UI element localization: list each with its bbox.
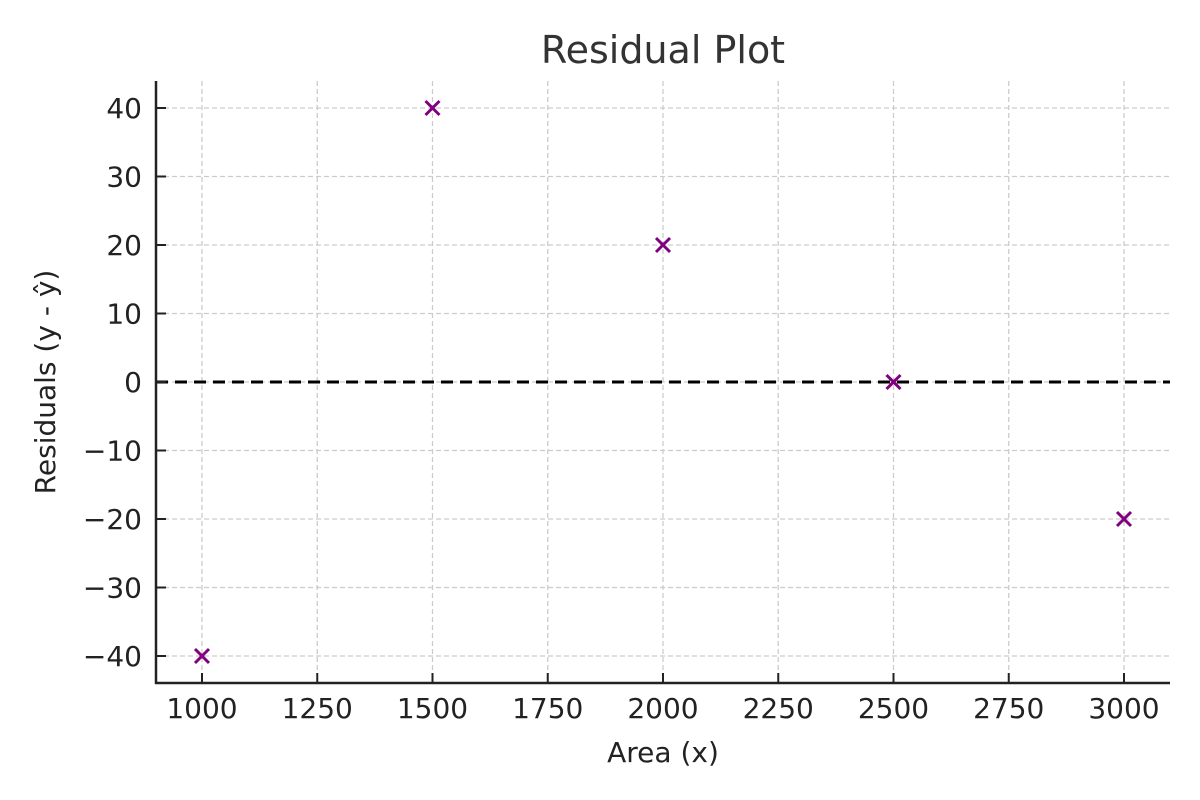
y-tick-label: −20 [83,503,142,536]
x-tick-label: 3000 [1088,692,1159,725]
x-tick-label: 2000 [627,692,698,725]
x-tick-label: 2500 [858,692,929,725]
x-tick-label: 2250 [743,692,814,725]
y-tick-label: 0 [124,366,142,399]
x-axis-label: Area (x) [607,736,719,769]
y-tick-label: 20 [106,229,142,262]
chart-title: Residual Plot [541,28,785,72]
data-points [193,99,1133,665]
data-point-x-marker [654,236,672,254]
x-axis-ticks: 1000 1250 1500 1750 2000 2250 2500 2750 3000 [166,673,1160,725]
x-tick-label: 1750 [512,692,583,725]
y-tick-label: 40 [106,92,142,125]
y-axis-label: Residuals (y - ŷ) [29,270,62,495]
y-axis-ticks: −40 −30 −20 −10 0 10 20 30 40 [83,92,166,673]
data-point-x-marker [1115,510,1133,528]
y-tick-label: −10 [83,435,142,468]
data-point-x-marker [193,647,211,665]
x-tick-label: 1000 [166,692,237,725]
x-tick-label: 1500 [397,692,468,725]
y-tick-label: −30 [83,572,142,605]
y-tick-label: 10 [106,298,142,331]
data-point-x-marker [885,373,902,391]
data-point-x-marker [424,99,441,117]
y-tick-label: −40 [83,640,142,673]
x-tick-label: 1250 [282,692,353,725]
x-tick-label: 2750 [973,692,1044,725]
y-tick-label: 30 [106,161,142,194]
